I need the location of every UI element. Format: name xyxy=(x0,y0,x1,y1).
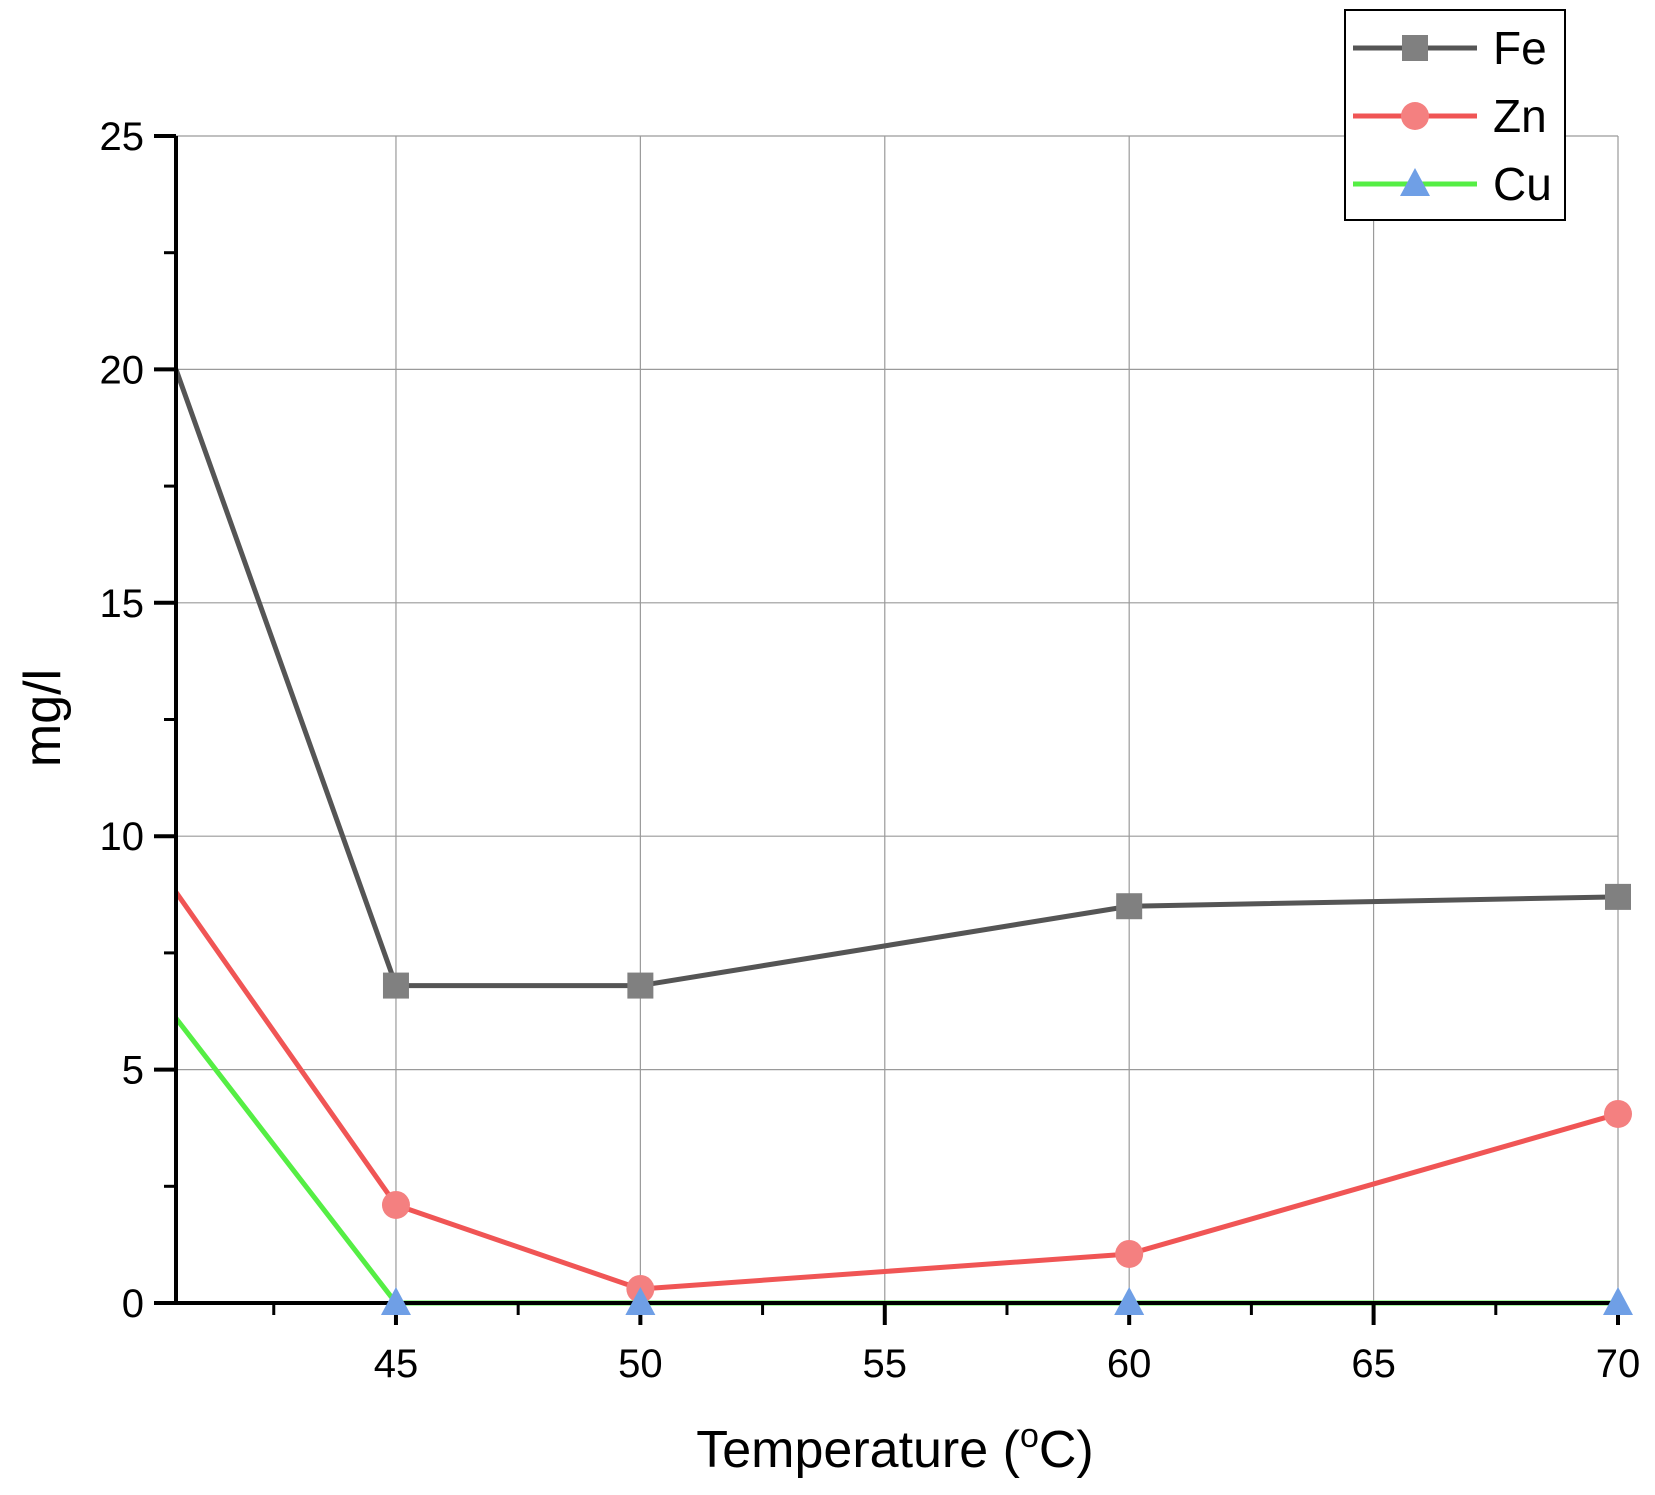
x-tick-label: 45 xyxy=(374,1342,419,1386)
x-tick-label: 60 xyxy=(1107,1342,1152,1386)
data-point-fe xyxy=(627,972,654,999)
series-line-cu xyxy=(174,1016,1618,1306)
grid-lines xyxy=(176,135,1619,1303)
data-point-fe xyxy=(382,972,409,999)
series-line-zn xyxy=(173,890,1619,1292)
y-tick-label: 0 xyxy=(122,1282,144,1326)
x-axis-title-suffix: C) xyxy=(1039,1421,1094,1479)
legend-marker-cu xyxy=(1400,168,1430,196)
x-tick-label: 50 xyxy=(618,1342,663,1386)
y-tick-label: 20 xyxy=(100,348,145,392)
data-point-fe xyxy=(1605,883,1631,910)
x-tick-label: 65 xyxy=(1351,1342,1396,1386)
axes xyxy=(154,134,1620,1325)
y-tick-label: 5 xyxy=(122,1049,144,1093)
y-tick-label: 25 xyxy=(100,115,145,159)
data-point-cu xyxy=(625,1287,656,1315)
data-point-cu xyxy=(380,1287,411,1315)
data-point-cu xyxy=(1603,1287,1633,1315)
legend-label-cu: Cu xyxy=(1493,158,1552,210)
y-axis-title: mg/l xyxy=(14,669,72,767)
x-tick-label: 70 xyxy=(1596,1342,1641,1386)
legend-label-fe: Fe xyxy=(1493,22,1547,74)
tick-labels: 0 5 10 15 20 25 45 50 55 60 65 70 xyxy=(100,115,1641,1386)
legend-marker-zn xyxy=(1401,102,1429,130)
data-point-zn xyxy=(1115,1239,1144,1268)
y-tick-label: 10 xyxy=(100,815,145,859)
data-point-cu xyxy=(1114,1287,1145,1315)
data-point-zn xyxy=(381,1190,410,1219)
x-axis-title: Temperature (oC) xyxy=(696,1417,1093,1479)
series-line-fe xyxy=(173,368,1619,989)
y-tick-label: 15 xyxy=(100,582,145,626)
data-point-zn xyxy=(1604,1099,1632,1128)
series-markers xyxy=(380,883,1633,1315)
data-point-fe xyxy=(1116,893,1143,920)
x-axis-title-superscript: o xyxy=(1020,1417,1039,1455)
x-tick-label: 55 xyxy=(863,1342,908,1386)
legend: Fe Zn Cu xyxy=(1344,9,1566,221)
legend-label-zn: Zn xyxy=(1493,90,1547,142)
legend-marker-fe xyxy=(1402,35,1428,61)
x-axis-title-main: Temperature ( xyxy=(696,1421,1020,1479)
